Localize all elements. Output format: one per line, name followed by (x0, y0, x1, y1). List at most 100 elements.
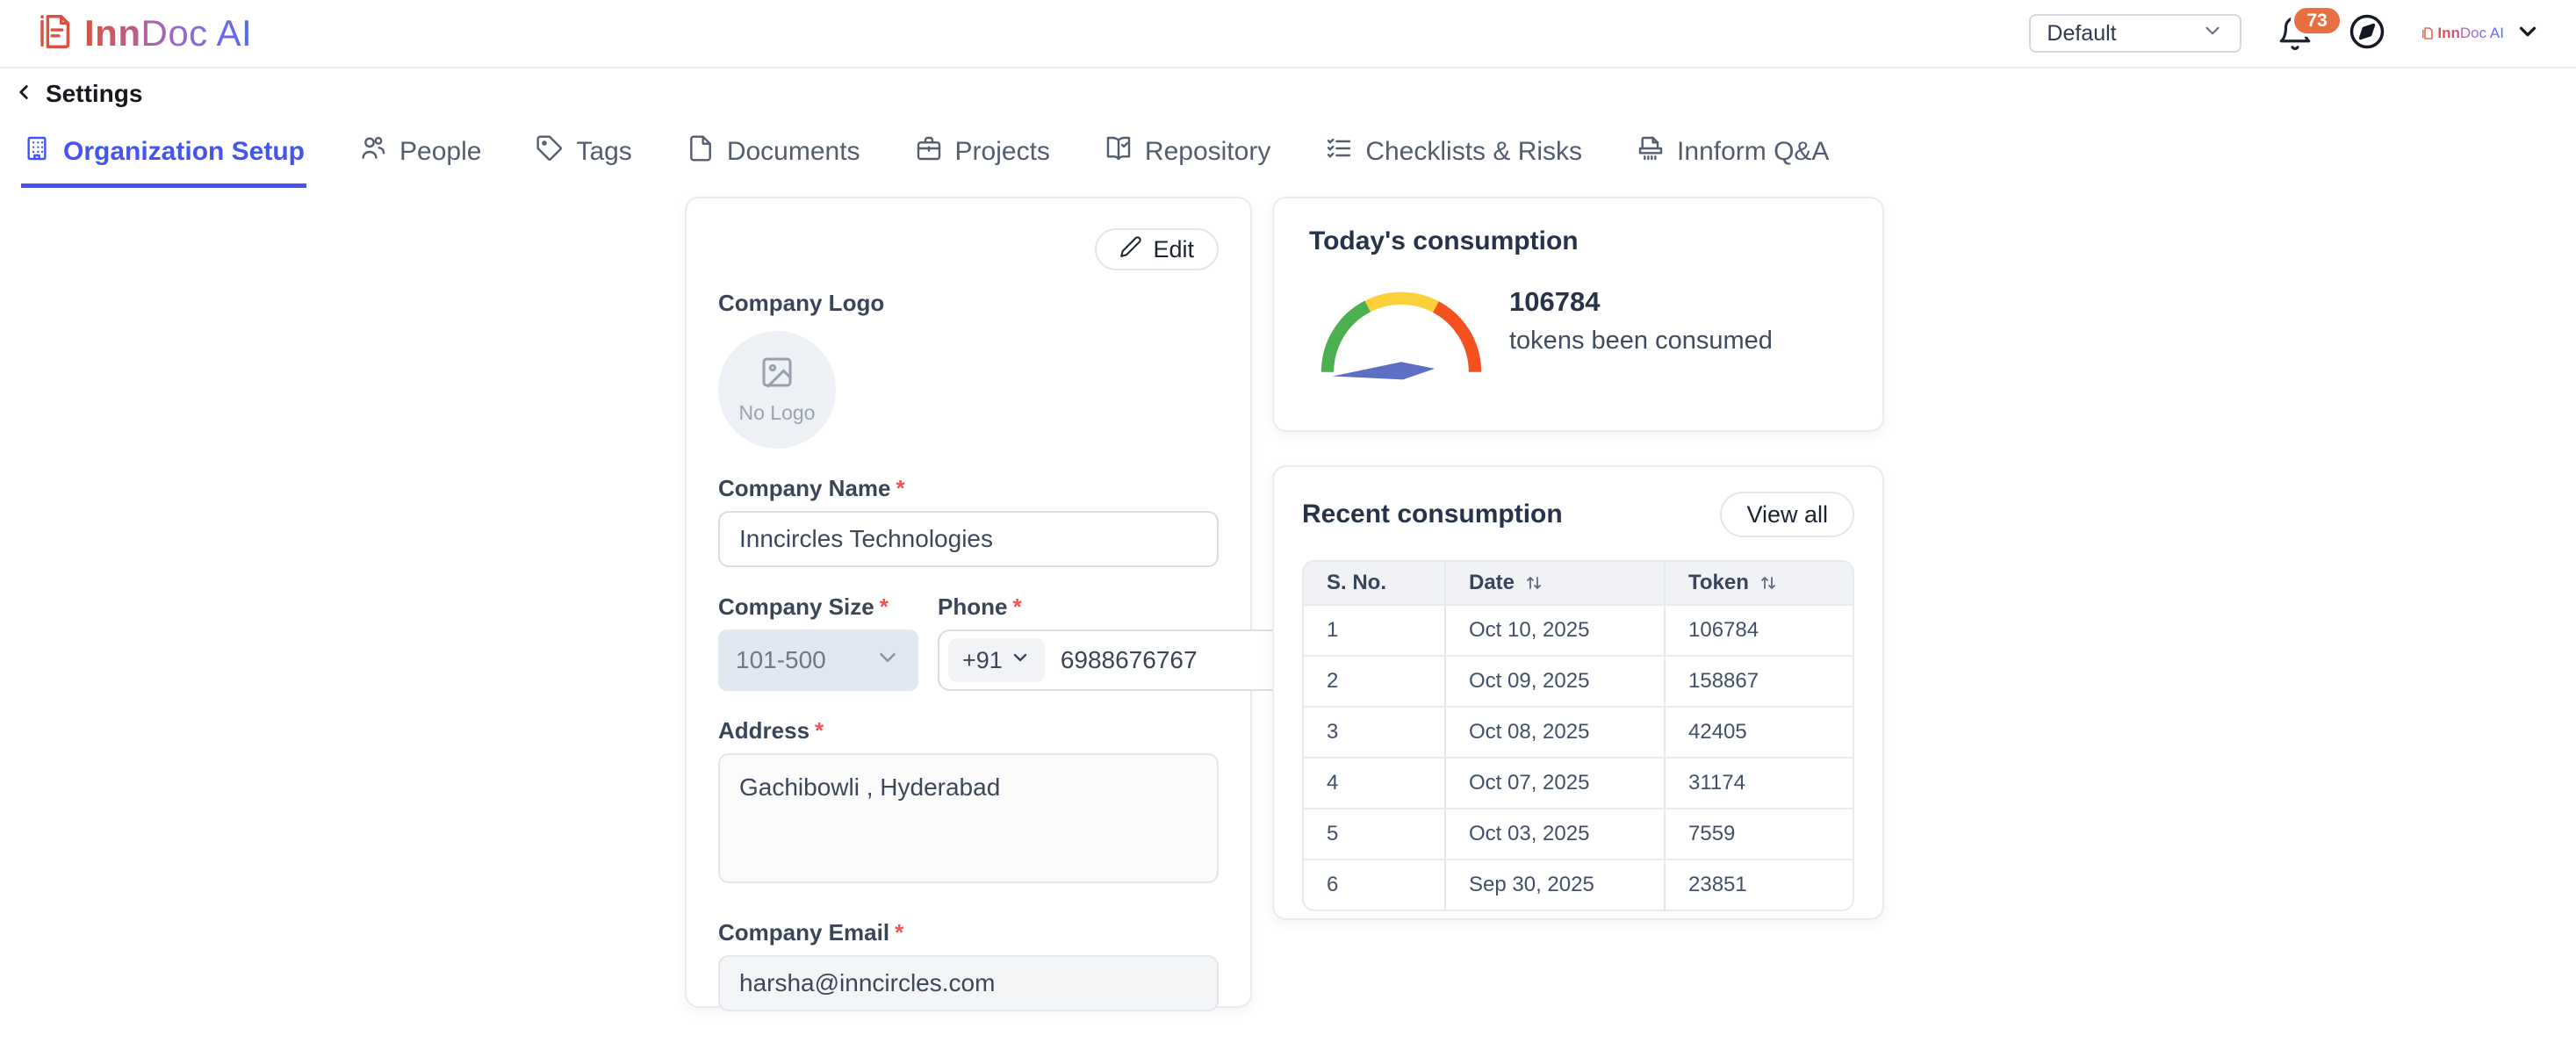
table-row: 1 Oct 10, 2025 106784 (1304, 604, 1853, 655)
company-logo-label: Company Logo (718, 290, 885, 316)
address-label: Address * (718, 717, 824, 744)
tab-repository[interactable]: Repository (1103, 119, 1272, 188)
company-email-label: Company Email * (718, 919, 904, 946)
company-email-input[interactable] (718, 955, 1219, 1011)
tab-label: Projects (954, 136, 1050, 166)
table-header-row: S. No. Date Token (1304, 562, 1853, 604)
company-size-value: 101-500 (736, 646, 826, 673)
country-code-select[interactable]: +91 (948, 638, 1045, 682)
cell-sno: 3 (1327, 720, 1339, 744)
cell-date: Oct 09, 2025 (1444, 657, 1664, 706)
briefcase-icon (915, 134, 943, 169)
required-asterisk: * (895, 919, 904, 946)
notifications-button[interactable]: 73 (2277, 4, 2343, 55)
required-asterisk: * (1012, 593, 1022, 620)
app-logo-text: InnDoc AI (84, 12, 253, 54)
tab-label: Documents (726, 136, 860, 166)
tab-label: Tags (576, 136, 632, 166)
cell-token: 23851 (1664, 860, 1853, 910)
recent-consumption-card: Recent consumption View all S. No. Date … (1272, 465, 1884, 920)
cell-date: Sep 30, 2025 (1444, 860, 1664, 910)
tab-checklists-risks[interactable]: Checklists & Risks (1323, 119, 1584, 188)
app-logo: InnDoc AI (35, 11, 252, 56)
table-row: 6 Sep 30, 2025 23851 (1304, 859, 1853, 910)
pencil-icon (1119, 235, 1142, 264)
company-size-select[interactable]: 101-500 (718, 629, 918, 691)
required-asterisk: * (815, 717, 824, 744)
tokens-consumed-caption: tokens been consumed (1509, 327, 1773, 355)
tab-people[interactable]: People (357, 119, 483, 188)
account-menu[interactable]: InnDoc AI (2421, 18, 2541, 49)
column-header-sno: S. No. (1327, 571, 1387, 594)
account-org-logo: InnDoc AI (2421, 25, 2504, 42)
tab-label: People (399, 136, 482, 166)
cell-date: Oct 03, 2025 (1444, 809, 1664, 859)
table-row: 2 Oct 09, 2025 158867 (1304, 655, 1853, 706)
chevron-down-icon (2201, 19, 2224, 48)
tab-label: Checklists & Risks (1365, 136, 1583, 166)
back-button[interactable] (12, 81, 35, 108)
todays-consumption-title: Today's consumption (1309, 227, 1579, 255)
tag-icon (536, 134, 564, 169)
bell-icon (2277, 17, 2313, 55)
cell-sno: 1 (1327, 618, 1339, 642)
document-logo-icon (35, 11, 76, 56)
column-header-date[interactable]: Date (1444, 562, 1664, 604)
tab-documents[interactable]: Documents (685, 119, 862, 188)
account-org-logo-text: InnDoc AI (2437, 25, 2504, 41)
checklist-icon (1325, 134, 1353, 169)
settings-tabs: Organization Setup People Tags Documents (0, 119, 2576, 188)
tab-innform-qa[interactable]: Innform Q&A (1635, 119, 1831, 188)
cell-sno: 2 (1327, 669, 1339, 693)
column-header-token[interactable]: Token (1664, 562, 1853, 604)
workspace-select[interactable]: Default (2029, 14, 2242, 53)
explore-button[interactable] (2349, 13, 2385, 54)
cell-sno: 4 (1327, 771, 1339, 795)
cell-sno: 6 (1327, 873, 1339, 896)
chevron-down-icon (2515, 18, 2541, 49)
chevron-down-icon (874, 644, 901, 677)
company-name-input[interactable] (718, 511, 1219, 567)
settings-header: Settings (0, 68, 2576, 119)
tokens-consumed-value: 106784 (1509, 286, 1601, 317)
tab-tags[interactable]: Tags (534, 119, 633, 188)
workspace-select-value: Default (2047, 20, 2117, 46)
company-size-label: Company Size * (718, 593, 889, 620)
document-icon (687, 134, 715, 169)
view-all-button[interactable]: View all (1720, 492, 1854, 537)
cell-date: Oct 10, 2025 (1444, 606, 1664, 655)
required-asterisk: * (896, 475, 905, 501)
cell-token: 31174 (1664, 759, 1853, 808)
top-bar: InnDoc AI Default 73 (0, 0, 2576, 68)
recent-consumption-title: Recent consumption (1302, 500, 1563, 529)
chevron-down-icon (1010, 647, 1031, 674)
page-title: Settings (46, 80, 143, 107)
compass-icon (2349, 14, 2385, 54)
building-icon (23, 134, 51, 169)
todays-consumption-card: Today's consumption 106784 tokens been c… (1272, 197, 1884, 432)
cell-sno: 5 (1327, 822, 1339, 845)
company-logo-avatar[interactable]: No Logo (718, 331, 836, 449)
cell-token: 7559 (1664, 809, 1853, 859)
cell-token: 106784 (1664, 606, 1853, 655)
notification-count-badge: 73 (2291, 4, 2343, 38)
edit-button[interactable]: Edit (1095, 228, 1219, 270)
phone-label: Phone * (938, 593, 1022, 620)
table-row: 3 Oct 08, 2025 42405 (1304, 706, 1853, 757)
scanner-icon (1637, 134, 1665, 169)
consumption-table: S. No. Date Token 1 Oct 10, 2025 106784 … (1302, 560, 1854, 911)
book-icon (1105, 134, 1133, 169)
tab-organization-setup[interactable]: Organization Setup (21, 119, 307, 188)
tab-projects[interactable]: Projects (913, 119, 1052, 188)
edit-button-label: Edit (1153, 235, 1194, 262)
people-icon (359, 134, 387, 169)
organization-form-card: Edit Company Logo No Logo Company Name * … (685, 197, 1388, 1011)
no-logo-text: No Logo (738, 401, 816, 424)
table-row: 4 Oct 07, 2025 31174 (1304, 757, 1853, 808)
tab-label: Organization Setup (63, 136, 306, 166)
company-name-label: Company Name * (718, 475, 905, 501)
cell-token: 158867 (1664, 657, 1853, 706)
address-textarea[interactable]: Gachibowli , Hyderabad (718, 753, 1219, 883)
sort-icon[interactable] (1523, 572, 1544, 593)
sort-icon[interactable] (1758, 572, 1779, 593)
